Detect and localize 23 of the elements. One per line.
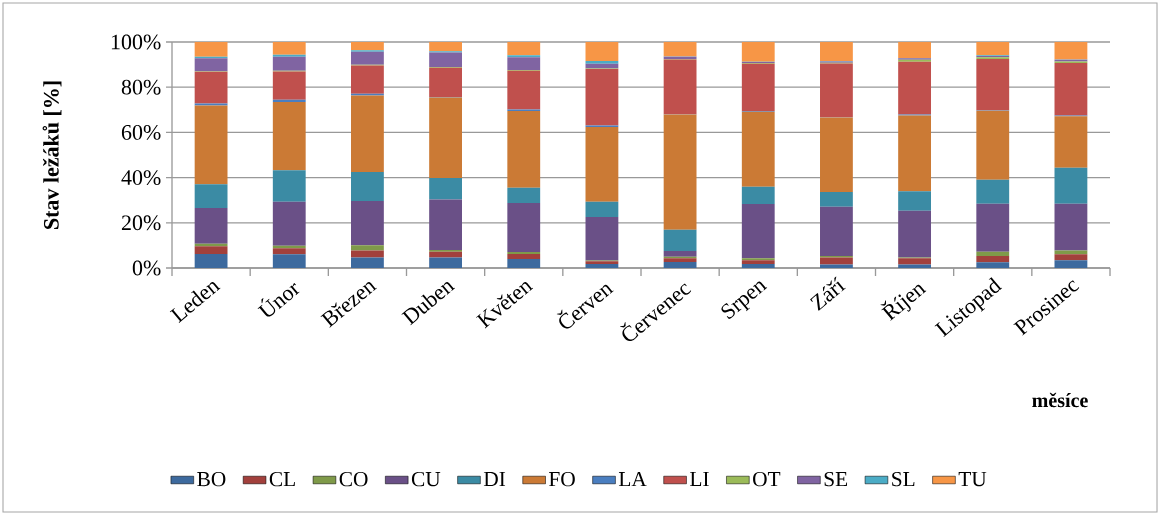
legend-label: DI [483, 472, 506, 487]
x-tick-label: Únor [257, 282, 300, 317]
legend-label: OT [753, 471, 781, 487]
legend-label: TU [958, 472, 987, 487]
y-tick-label: 60% [121, 124, 161, 140]
legend-label: SL [892, 471, 915, 487]
x-tick-label: Říjen [880, 284, 927, 321]
legend-label: FO [549, 471, 575, 487]
y-tick-label: 40% [121, 170, 161, 186]
y-tick-label: 20% [121, 215, 161, 231]
y-tick-label: 80% [121, 79, 161, 95]
legend-label: LA [618, 471, 647, 487]
x-tick-label: Září [810, 276, 846, 311]
y-tick-label: 100% [111, 34, 161, 50]
legend-label: SE [824, 471, 848, 487]
x-axis-title: měsíce [1032, 392, 1088, 408]
legend-label: CO [339, 471, 368, 487]
legend-label: LI [690, 472, 709, 486]
y-axis-title: Stav ležáků [%] [42, 81, 62, 229]
y-tick-label: 0% [132, 260, 161, 276]
legend-label: BO [197, 471, 226, 487]
legend-label: CL [269, 471, 295, 487]
legend-label: CU [411, 471, 441, 487]
